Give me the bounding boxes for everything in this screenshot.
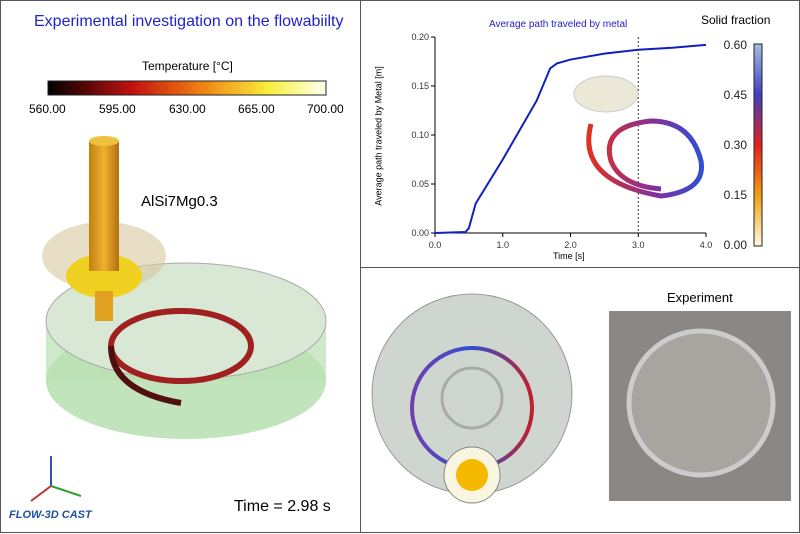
solid-fraction-tick: 0.00 — [724, 238, 748, 252]
x-tick-label: 2.0 — [564, 240, 577, 250]
y-tick-label: 0.10 — [411, 130, 429, 140]
pouring-cup-inset — [573, 75, 639, 113]
temperature-colorbar — [47, 80, 327, 96]
chart-panel: 0.0 1.0 2.0 3.0 4.0 0.00 0.05 0.10 0.15 0.20 0.60 0… — [360, 0, 800, 268]
solid-fraction-tick: 0.30 — [724, 138, 748, 152]
tick: 630.00 — [169, 102, 206, 116]
solid-fraction-tick: 0.45 — [724, 88, 748, 102]
y-tick-label: 0.20 — [411, 32, 429, 42]
tick: 595.00 — [99, 102, 136, 116]
axis-triad-icon — [30, 456, 82, 502]
tick: 560.00 — [29, 102, 66, 116]
tick: 665.00 — [238, 102, 275, 116]
comparison-panel: Experiment — [360, 267, 800, 533]
solid-fraction-title: Solid fraction — [701, 13, 771, 27]
sprue — [89, 141, 119, 271]
simulation-panel: Experimental investigation on the flowab… — [0, 0, 361, 533]
experiment-title: Experiment — [667, 290, 733, 305]
y-tick-label: 0.00 — [411, 228, 429, 238]
top-view — [371, 293, 791, 504]
y-tick-label: 0.05 — [411, 179, 429, 189]
x-tick-label: 4.0 — [700, 240, 713, 250]
sprue-top-view — [456, 459, 488, 491]
solid-fraction-tick: 0.60 — [724, 38, 748, 52]
x-tick-label: 3.0 — [632, 240, 645, 250]
y-tick-label: 0.15 — [411, 81, 429, 91]
legend-title: Temperature [°C] — [142, 59, 233, 73]
tick: 700.00 — [307, 102, 344, 116]
flow3d-logo: FLOW-3D CAST — [9, 509, 92, 521]
x-tick-label: 0.0 — [429, 240, 442, 250]
path-chart: 0.0 1.0 2.0 3.0 4.0 0.00 0.05 0.10 0.15 0.20 0.60 0… — [411, 32, 763, 252]
alloy-label: AlSi7Mg0.3 — [141, 193, 218, 210]
path-curve — [434, 43, 707, 234]
x-axis-label: Time [s] — [553, 251, 585, 261]
spiral-inset — [586, 118, 704, 199]
simulation-3d-view — [42, 80, 327, 439]
solid-fraction-tick: 0.15 — [724, 188, 748, 202]
x-tick-label: 1.0 — [496, 240, 509, 250]
time-label: Time = 2.98 s — [234, 498, 331, 515]
y-axis-label: Average path traveled by Metal [m] — [373, 66, 384, 206]
solid-fraction-colorbar — [753, 43, 763, 247]
chart-title: Average path traveled by metal — [489, 19, 628, 30]
title: Experimental investigation on the flowab… — [34, 13, 344, 30]
